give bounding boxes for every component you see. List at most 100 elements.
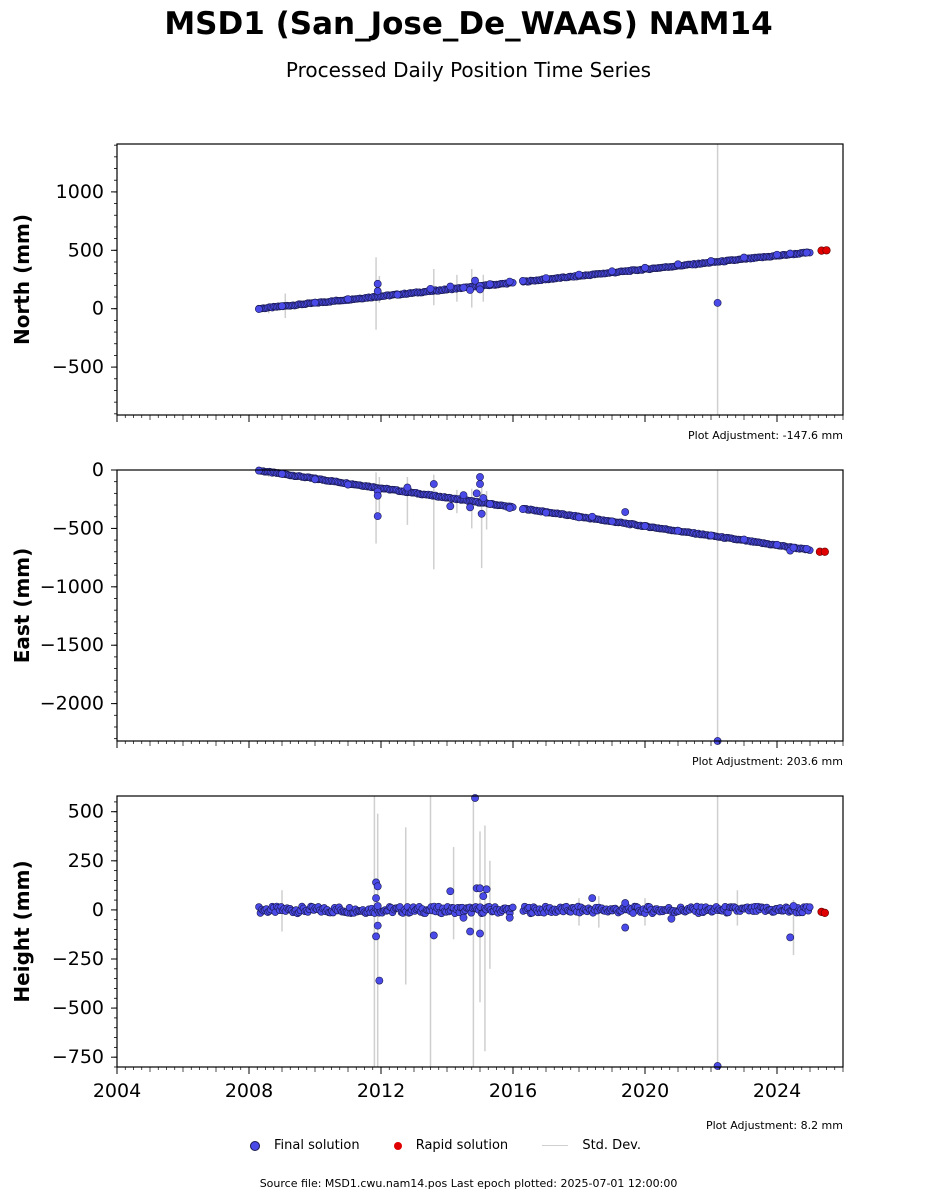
north-final-point xyxy=(802,248,811,257)
height-final-point xyxy=(375,976,384,985)
north-ylabel: North (mm) xyxy=(10,214,34,345)
east-final-point xyxy=(802,544,811,553)
north-final-point xyxy=(773,250,781,259)
north-ytick-label: −500 xyxy=(52,356,104,378)
east-final-point xyxy=(641,522,649,530)
legend-std: Std. Dev. xyxy=(542,1138,641,1153)
east-final-point xyxy=(344,480,352,489)
east-final-point xyxy=(476,473,484,481)
north-axes-frame xyxy=(116,143,844,416)
height-final-point xyxy=(482,885,491,894)
east-final-point xyxy=(740,535,748,544)
north-final-point xyxy=(707,257,715,265)
legend-rapid: Rapid solution xyxy=(393,1138,509,1153)
xtick-label: 2008 xyxy=(225,1080,273,1102)
north-ytick-label: 0 xyxy=(92,298,104,320)
height-ytick-label: −250 xyxy=(52,948,104,970)
height-ylabel: Height (mm) xyxy=(10,860,34,1002)
east-final-point xyxy=(485,499,494,508)
height-rapid-point xyxy=(820,908,829,917)
east-plot-adjustment: Plot Adjustment: 203.6 mm xyxy=(691,755,843,768)
chart-title: MSD1 (San_Jose_De_WAAS) NAM14 xyxy=(164,6,773,42)
north-final-point xyxy=(278,302,286,311)
height-final-point xyxy=(466,927,474,936)
height-ytick-label: 250 xyxy=(68,850,104,872)
north-final-point xyxy=(641,263,649,272)
north-final-point xyxy=(575,270,583,279)
east-final-point xyxy=(674,526,682,535)
east-final-point xyxy=(479,494,488,502)
height-final-point xyxy=(509,903,517,912)
east-final-point xyxy=(403,483,412,492)
north-final-point xyxy=(519,277,527,285)
height-final-point xyxy=(588,894,597,903)
height-final-point xyxy=(479,892,488,901)
xtick-label: 2016 xyxy=(489,1080,537,1102)
east-final-point xyxy=(789,543,798,552)
north-final-point xyxy=(344,295,352,304)
east-final-point xyxy=(466,503,474,512)
north-final-point xyxy=(459,283,468,292)
east-final-point xyxy=(575,513,583,522)
east-ytick-label: 0 xyxy=(92,459,104,481)
legend-final-label: Final solution xyxy=(274,1138,360,1153)
north-final-point xyxy=(740,253,748,262)
east-final-point xyxy=(373,491,382,500)
north-final-point xyxy=(373,279,382,288)
height-final-point xyxy=(806,903,814,911)
height-final-point xyxy=(373,882,382,891)
height-final-point xyxy=(476,929,484,938)
north-plot-adjustment: Plot Adjustment: -147.6 mm xyxy=(688,429,843,442)
xtick-label: 2020 xyxy=(621,1080,669,1102)
xtick-label: 2024 xyxy=(753,1080,801,1102)
east-final-point xyxy=(707,531,715,540)
height-final-point xyxy=(476,884,484,893)
std-dev-line-marker xyxy=(542,1145,569,1146)
east-ytick-label: −1500 xyxy=(40,634,104,656)
north-rapid-point xyxy=(822,246,831,255)
height-final-point xyxy=(786,933,795,942)
source-file-note: Source file: MSD1.cwu.nam14.pos Last epo… xyxy=(259,1177,678,1190)
north-final-point xyxy=(311,298,319,307)
north-final-point xyxy=(542,274,550,282)
chart-subtitle: Processed Daily Position Time Series xyxy=(285,58,652,82)
north-final-point xyxy=(713,298,722,307)
north-final-point xyxy=(476,285,484,294)
height-final-point xyxy=(505,913,514,922)
north-final-point xyxy=(786,249,795,258)
height-final-point xyxy=(372,932,380,941)
east-final-point xyxy=(542,508,550,517)
north-final-point xyxy=(466,286,474,294)
east-final-point xyxy=(311,475,319,484)
east-final-point xyxy=(278,469,286,478)
north-final-point xyxy=(608,267,616,276)
north-final-point xyxy=(674,260,682,269)
east-final-point xyxy=(588,512,597,521)
east-ytick-label: −1000 xyxy=(40,576,104,598)
legend-rapid-label: Rapid solution xyxy=(415,1138,509,1153)
east-final-point xyxy=(608,517,616,526)
height-plot-adjustment: Plot Adjustment: 8.2 mm xyxy=(705,1119,843,1132)
height-final-point xyxy=(621,923,630,932)
height-final-point xyxy=(667,914,676,923)
rapid-solution-marker xyxy=(393,1141,402,1150)
height-final-point xyxy=(621,899,630,907)
north-final-point xyxy=(485,280,494,289)
north-ytick-label: 500 xyxy=(68,239,104,261)
legend-std-label: Std. Dev. xyxy=(582,1138,642,1153)
height-final-point xyxy=(373,921,382,930)
height-final-point xyxy=(459,913,468,922)
north-ytick-label: 1000 xyxy=(56,181,104,203)
east-final-point xyxy=(429,480,438,488)
north-final-point xyxy=(393,290,402,299)
east-final-point xyxy=(477,509,486,518)
north-final-point xyxy=(446,282,455,291)
east-final-point xyxy=(459,491,468,500)
height-final-point xyxy=(373,902,382,910)
east-final-point xyxy=(373,512,382,521)
height-ytick-label: 500 xyxy=(68,801,104,823)
east-final-point xyxy=(773,540,781,549)
east-final-point xyxy=(476,480,484,488)
east-ytick-label: −2000 xyxy=(40,693,104,715)
